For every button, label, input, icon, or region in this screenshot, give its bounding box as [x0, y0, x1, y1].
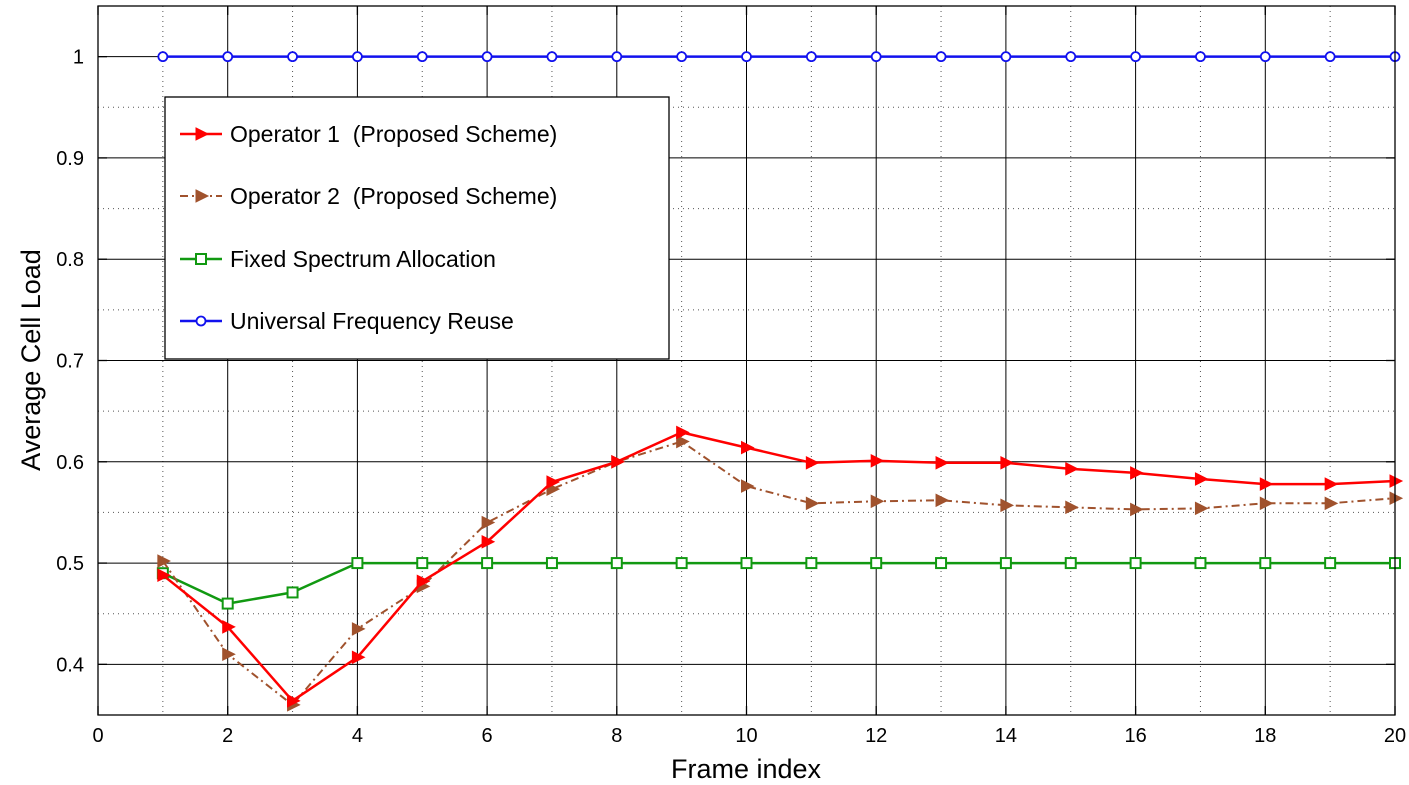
data-point [547, 52, 556, 61]
data-point [936, 558, 946, 568]
data-point [482, 558, 492, 568]
data-point [1066, 558, 1076, 568]
data-point [353, 52, 362, 61]
x-tick-label: 0 [92, 725, 103, 747]
data-point [223, 52, 232, 61]
legend-text-fixed-spectrum: Fixed Spectrum Allocation [230, 246, 496, 272]
data-point [806, 558, 816, 568]
y-axis-label: Average Cell Load [16, 249, 46, 471]
data-point [1325, 558, 1335, 568]
data-point [418, 52, 427, 61]
y-tick-label: 0.4 [56, 654, 84, 676]
y-tick-label: 0.7 [56, 351, 84, 373]
x-tick-label: 8 [611, 725, 622, 747]
data-point [1261, 52, 1270, 61]
y-tick-label: 1 [73, 47, 84, 69]
data-point [1001, 558, 1011, 568]
x-tick-labels: 0 2 4 6 8 10 12 14 16 18 20 [92, 725, 1406, 747]
data-point [612, 558, 622, 568]
data-point [1131, 558, 1141, 568]
x-tick-label: 16 [1124, 725, 1146, 747]
legend-entry-universal-reuse: Universal Frequency Reuse [180, 308, 514, 334]
data-point [742, 558, 752, 568]
x-tick-label: 14 [995, 725, 1017, 747]
data-point [417, 558, 427, 568]
y-tick-label: 0.8 [56, 249, 84, 271]
data-point [677, 558, 687, 568]
legend-entry-operator-1: Operator 1 (Proposed Scheme) [180, 121, 557, 147]
data-point [288, 587, 298, 597]
data-point [547, 558, 557, 568]
data-point [1195, 558, 1205, 568]
x-tick-label: 10 [735, 725, 757, 747]
data-point [223, 599, 233, 609]
legend-entry-operator-2: Operator 2 (Proposed Scheme) [180, 183, 557, 209]
data-point [158, 52, 167, 61]
data-point [483, 52, 492, 61]
legend-marker-universal-reuse [197, 317, 206, 326]
data-point [1196, 52, 1205, 61]
data-point [1326, 52, 1335, 61]
data-point [1260, 558, 1270, 568]
legend: Operator 1 (Proposed Scheme) Operator 2 … [165, 97, 669, 359]
x-tick-label: 6 [482, 725, 493, 747]
x-tick-label: 2 [222, 725, 233, 747]
x-axis-label: Frame index [671, 754, 822, 784]
data-point [612, 52, 621, 61]
data-point [677, 52, 686, 61]
x-tick-label: 18 [1254, 725, 1276, 747]
data-point [352, 558, 362, 568]
data-point [742, 52, 751, 61]
data-point [871, 558, 881, 568]
legend-text-universal-reuse: Universal Frequency Reuse [230, 308, 514, 334]
x-tick-label: 4 [352, 725, 363, 747]
y-tick-label: 0.5 [56, 553, 84, 575]
x-tick-label: 20 [1384, 725, 1406, 747]
y-tick-labels: 0.4 0.5 0.6 0.7 0.8 0.9 1 [56, 47, 84, 677]
data-point [1066, 52, 1075, 61]
y-tick-label: 0.6 [56, 452, 84, 474]
data-point [807, 52, 816, 61]
legend-text-operator-2: Operator 2 (Proposed Scheme) [230, 183, 557, 209]
data-point [872, 52, 881, 61]
data-point [1001, 52, 1010, 61]
data-point [1390, 475, 1402, 487]
data-point [1131, 52, 1140, 61]
y-tick-label: 0.9 [56, 148, 84, 170]
legend-text-operator-1: Operator 1 (Proposed Scheme) [230, 121, 557, 147]
x-tick-label: 12 [865, 725, 887, 747]
data-point [937, 52, 946, 61]
legend-marker-fixed-spectrum [196, 254, 206, 264]
data-point [1390, 492, 1402, 504]
data-point [288, 52, 297, 61]
